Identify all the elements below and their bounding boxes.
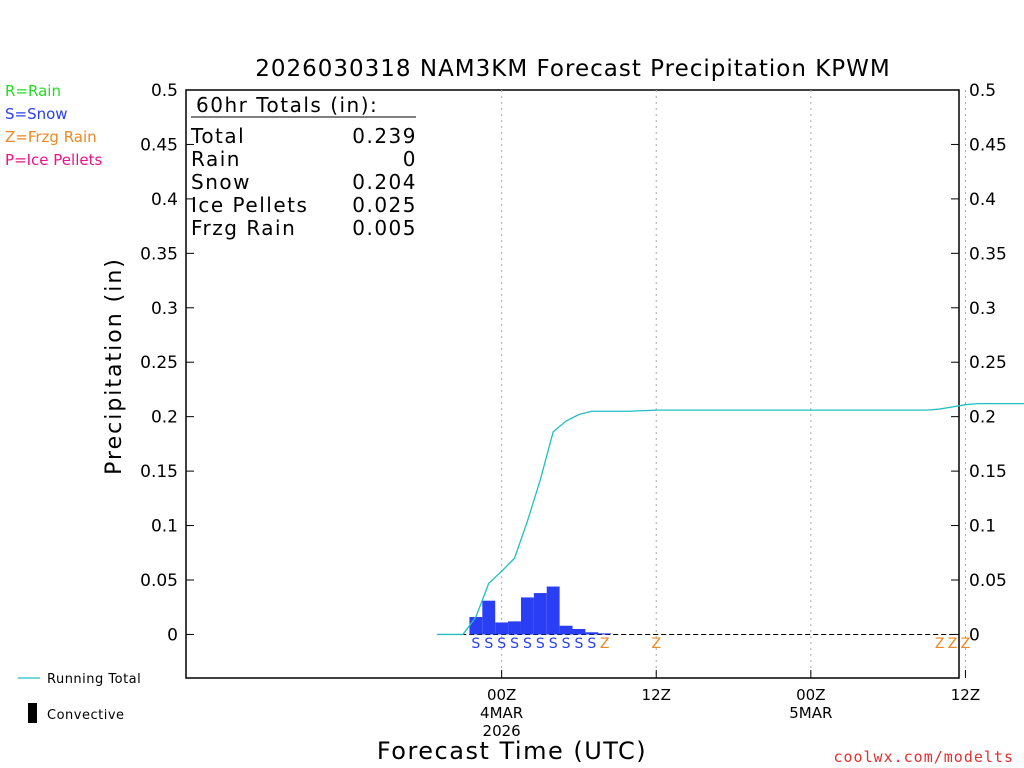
precip-bars <box>469 586 612 635</box>
totals-row-label: Rain <box>191 147 241 171</box>
precip-bar-snow <box>533 593 547 635</box>
y-tick-label: 0.05 <box>140 571 178 591</box>
credit-text: coolwx.com/modelts <box>833 748 1014 766</box>
precip-type-marker: Z <box>961 636 971 652</box>
totals-row-label: Snow <box>191 170 251 194</box>
totals-row-label: Frzg Rain <box>191 216 296 240</box>
totals-row-value: 0 <box>403 147 417 171</box>
totals-row-label: Total <box>190 124 245 148</box>
precip-type-marker: S <box>574 636 583 652</box>
totals-row-value: 0.204 <box>352 170 417 194</box>
x-axis: 00Z4MAR202612Z00Z5MAR12Z00Z6MAR <box>480 670 980 740</box>
precip-bar-snow <box>598 633 612 635</box>
precip-bar-snow <box>585 632 599 635</box>
precip-type-markers: SSSSSSSSSSZZZZZSPP <box>471 636 971 652</box>
y-tick-label: 0.05 <box>969 571 1007 591</box>
legend-type-r: R=Rain <box>5 82 61 100</box>
precip-type-marker: S <box>549 636 558 652</box>
totals-box: 60hr Totals (in): Total 0.239 Rain 0 Snow 0.20… <box>190 93 417 240</box>
y-tick-label: 0.5 <box>969 81 996 101</box>
precip-type-marker: S <box>497 636 506 652</box>
totals-header: 60hr Totals (in): <box>196 93 378 117</box>
running-total-line <box>437 402 1024 636</box>
precip-type-marker: S <box>510 636 519 652</box>
totals-row-value: 0.025 <box>352 193 417 217</box>
y-tick-label: 0.4 <box>969 190 996 210</box>
x-tick-label: 12Z <box>951 686 980 704</box>
precip-type-marker: S <box>562 636 571 652</box>
legend-type-z: Z=Frzg Rain <box>5 128 97 146</box>
y-tick-label: 0.35 <box>969 244 1007 264</box>
precip-bar-snow <box>520 597 534 635</box>
totals-row-label: Ice Pellets <box>191 193 308 217</box>
precip-type-marker: Z <box>935 636 945 652</box>
precip-bar-snow <box>572 629 586 635</box>
vertical-grid <box>501 90 966 678</box>
x-tick-label: 12Z <box>642 686 671 704</box>
convective-legend-label: Convective <box>47 708 125 723</box>
y-tick-label: 0.3 <box>969 299 996 319</box>
precip-bar-snow <box>508 621 521 635</box>
y-tick-label: 0.35 <box>140 244 178 264</box>
plot-frame <box>185 89 960 679</box>
y-tick-label: 0.1 <box>151 517 178 537</box>
y-tick-label: 0.25 <box>140 353 178 373</box>
y-tick-label: 0.3 <box>151 299 178 319</box>
y-tick-label: 0.4 <box>151 190 178 210</box>
x-tick-label: 00Z <box>796 686 825 704</box>
convective-legend-swatch <box>28 703 37 723</box>
x-axis-label: Forecast Time (UTC) <box>377 737 647 765</box>
legend-type-p: P=Ice Pellets <box>5 151 102 169</box>
y-tick-label: 0.45 <box>140 135 178 155</box>
precip-type-marker: S <box>484 636 493 652</box>
y-tick-label: 0.45 <box>969 135 1007 155</box>
y-tick-label: 0.5 <box>151 81 178 101</box>
y-tick-label: 0.2 <box>969 408 996 428</box>
chart-title: 2026030318 NAM3KM Forecast Precipitation… <box>255 56 891 82</box>
y-tick-label: 0 <box>167 625 178 645</box>
precip-bar-snow <box>495 622 509 635</box>
precip-type-marker: S <box>536 636 545 652</box>
precip-type-marker: S <box>471 636 480 652</box>
precip-type-marker: Z <box>600 636 610 652</box>
running-total-legend-label: Running Total <box>47 672 141 687</box>
running-total-polyline <box>437 402 1024 636</box>
y-tick-label: 0.15 <box>969 462 1007 482</box>
y-tick-label: 0.1 <box>969 517 996 537</box>
y-tick-label: 0 <box>969 625 980 645</box>
precip-bar-snow <box>469 617 483 635</box>
y-tick-label: 0.15 <box>140 462 178 482</box>
y-tick-label: 0.2 <box>151 408 178 428</box>
y-axis-label: Precipitation (in) <box>102 257 127 475</box>
precip-bar-snow <box>546 586 560 635</box>
totals-row-value: 0.005 <box>352 216 417 240</box>
precip-type-legend: R=Rain S=Snow Z=Frzg Rain P=Ice Pellets <box>5 82 102 169</box>
precip-type-marker: S <box>587 636 596 652</box>
precip-bar-snow <box>559 625 573 635</box>
precip-bar-snow <box>482 600 496 635</box>
precip-type-marker: S <box>523 636 532 652</box>
precip-type-marker: Z <box>651 636 661 652</box>
legend-type-s: S=Snow <box>5 105 68 123</box>
x-tick-label: 00Z <box>487 686 516 704</box>
y-axis-right: 0 0.05 0.1 0.15 0.2 0.25 0.3 0.35 0.4 0.45 0.5 <box>951 81 1007 645</box>
x-tick-label: 4MAR <box>480 704 523 722</box>
precip-type-marker: Z <box>948 636 958 652</box>
x-tick-label: 2026 <box>483 722 521 740</box>
y-axis-left: 0 0.05 0.1 0.15 0.2 0.25 0.3 0.35 0.4 0.45 0.5 <box>140 81 194 645</box>
x-tick-label: 5MAR <box>789 704 832 722</box>
y-tick-label: 0.25 <box>969 353 1007 373</box>
totals-row-value: 0.239 <box>352 124 417 148</box>
